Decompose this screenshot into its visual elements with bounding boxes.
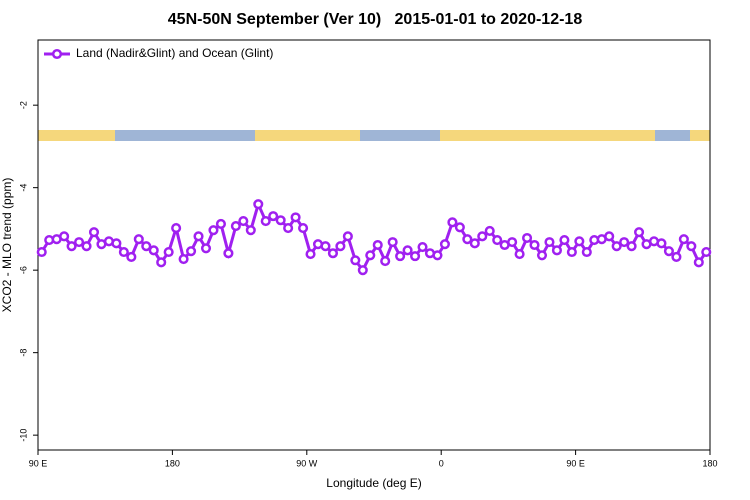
- y-axis-label: XCO2 - MLO trend (ppm): [0, 178, 14, 313]
- data-point: [298, 223, 309, 234]
- legend-marker: [51, 48, 63, 60]
- data-point: [305, 249, 316, 260]
- data-point: [245, 225, 256, 236]
- data-point: [634, 227, 645, 238]
- y-tick-label: -4: [18, 184, 28, 192]
- data-point: [283, 223, 294, 234]
- data-point: [693, 257, 704, 268]
- data-point: [402, 245, 413, 256]
- map-strip: [38, 130, 710, 141]
- data-point: [380, 256, 391, 267]
- x-tick-label: 90 E: [29, 458, 48, 468]
- data-point: [581, 246, 592, 258]
- data-point: [118, 246, 129, 258]
- data-point: [536, 250, 548, 261]
- data-point: [208, 225, 219, 236]
- data-point: [36, 246, 47, 258]
- data-point: [469, 238, 480, 249]
- data-point: [574, 236, 585, 247]
- plot-frame: [37, 39, 711, 451]
- data-point: [522, 232, 533, 244]
- data-point: [417, 242, 428, 253]
- data-point: [701, 246, 712, 258]
- data-point: [133, 234, 144, 245]
- data-point: [342, 231, 353, 242]
- data-point: [223, 248, 234, 259]
- data-point: [320, 241, 331, 252]
- y-tick-label: -6: [18, 266, 28, 274]
- data-point: [268, 211, 279, 222]
- data-point: [387, 237, 398, 248]
- data-point: [656, 238, 667, 249]
- data-point: [678, 234, 689, 245]
- data-point: [544, 237, 555, 248]
- data-point: [432, 250, 443, 261]
- data-point: [626, 241, 637, 252]
- data-point: [290, 212, 301, 223]
- data-point: [327, 248, 338, 259]
- data-point: [372, 239, 383, 251]
- y-tick-label: -10: [18, 429, 28, 442]
- data-point: [178, 253, 189, 265]
- data-point: [193, 231, 204, 242]
- data-point: [141, 241, 152, 252]
- data-point: [619, 237, 630, 248]
- chart-title: 45N-50N September (Ver 10) 2015-01-01 to…: [168, 11, 583, 28]
- data-point: [215, 218, 226, 230]
- x-tick-label: 0: [439, 458, 444, 468]
- data-point: [447, 217, 458, 228]
- data-point: [671, 251, 682, 263]
- data-point: [462, 234, 473, 245]
- data-point: [253, 199, 264, 210]
- data-point: [88, 227, 100, 238]
- data-point: [611, 241, 622, 252]
- data-point: [357, 265, 368, 276]
- data-point: [171, 223, 182, 234]
- data-point: [395, 251, 406, 262]
- y-tick-label: -2: [18, 101, 28, 109]
- data-point: [410, 251, 421, 262]
- data-point: [156, 257, 167, 268]
- data-point: [238, 216, 249, 227]
- data-point: [59, 231, 70, 242]
- data-point: [439, 239, 450, 250]
- data-point: [529, 239, 540, 251]
- data-point: [484, 225, 495, 237]
- data-point: [492, 235, 503, 246]
- data-point: [275, 215, 286, 226]
- x-tick-label: 180: [702, 458, 717, 468]
- legend-label: Land (Nadir&Glint) and Ocean (Glint): [76, 46, 273, 60]
- data-point: [551, 245, 562, 256]
- data-point: [66, 241, 77, 252]
- data-point: [81, 241, 92, 252]
- data-point: [163, 246, 174, 258]
- data-point: [454, 222, 465, 233]
- x-tick-label: 90 W: [296, 458, 318, 468]
- data-point: [350, 255, 361, 266]
- data-point: [200, 243, 212, 254]
- data-point: [566, 246, 577, 258]
- y-tick-label: -8: [18, 349, 28, 357]
- data-point: [260, 216, 271, 227]
- x-tick-label: 90 E: [566, 458, 585, 468]
- x-tick-label: 180: [165, 458, 180, 468]
- data-point: [230, 220, 241, 232]
- data-point: [365, 250, 376, 261]
- data-point: [111, 238, 122, 249]
- data-point: [477, 231, 488, 242]
- data-point: [186, 246, 197, 257]
- data-point: [74, 237, 85, 248]
- data-point: [559, 235, 570, 246]
- data-point: [126, 251, 137, 263]
- x-axis-label: Longitude (deg E): [326, 476, 421, 490]
- data-point: [148, 245, 159, 256]
- data-point: [604, 231, 615, 242]
- data-point: [663, 246, 674, 257]
- data-point: [514, 249, 525, 260]
- data-point: [507, 237, 518, 248]
- data-point: [335, 241, 346, 252]
- data-point: [686, 241, 697, 252]
